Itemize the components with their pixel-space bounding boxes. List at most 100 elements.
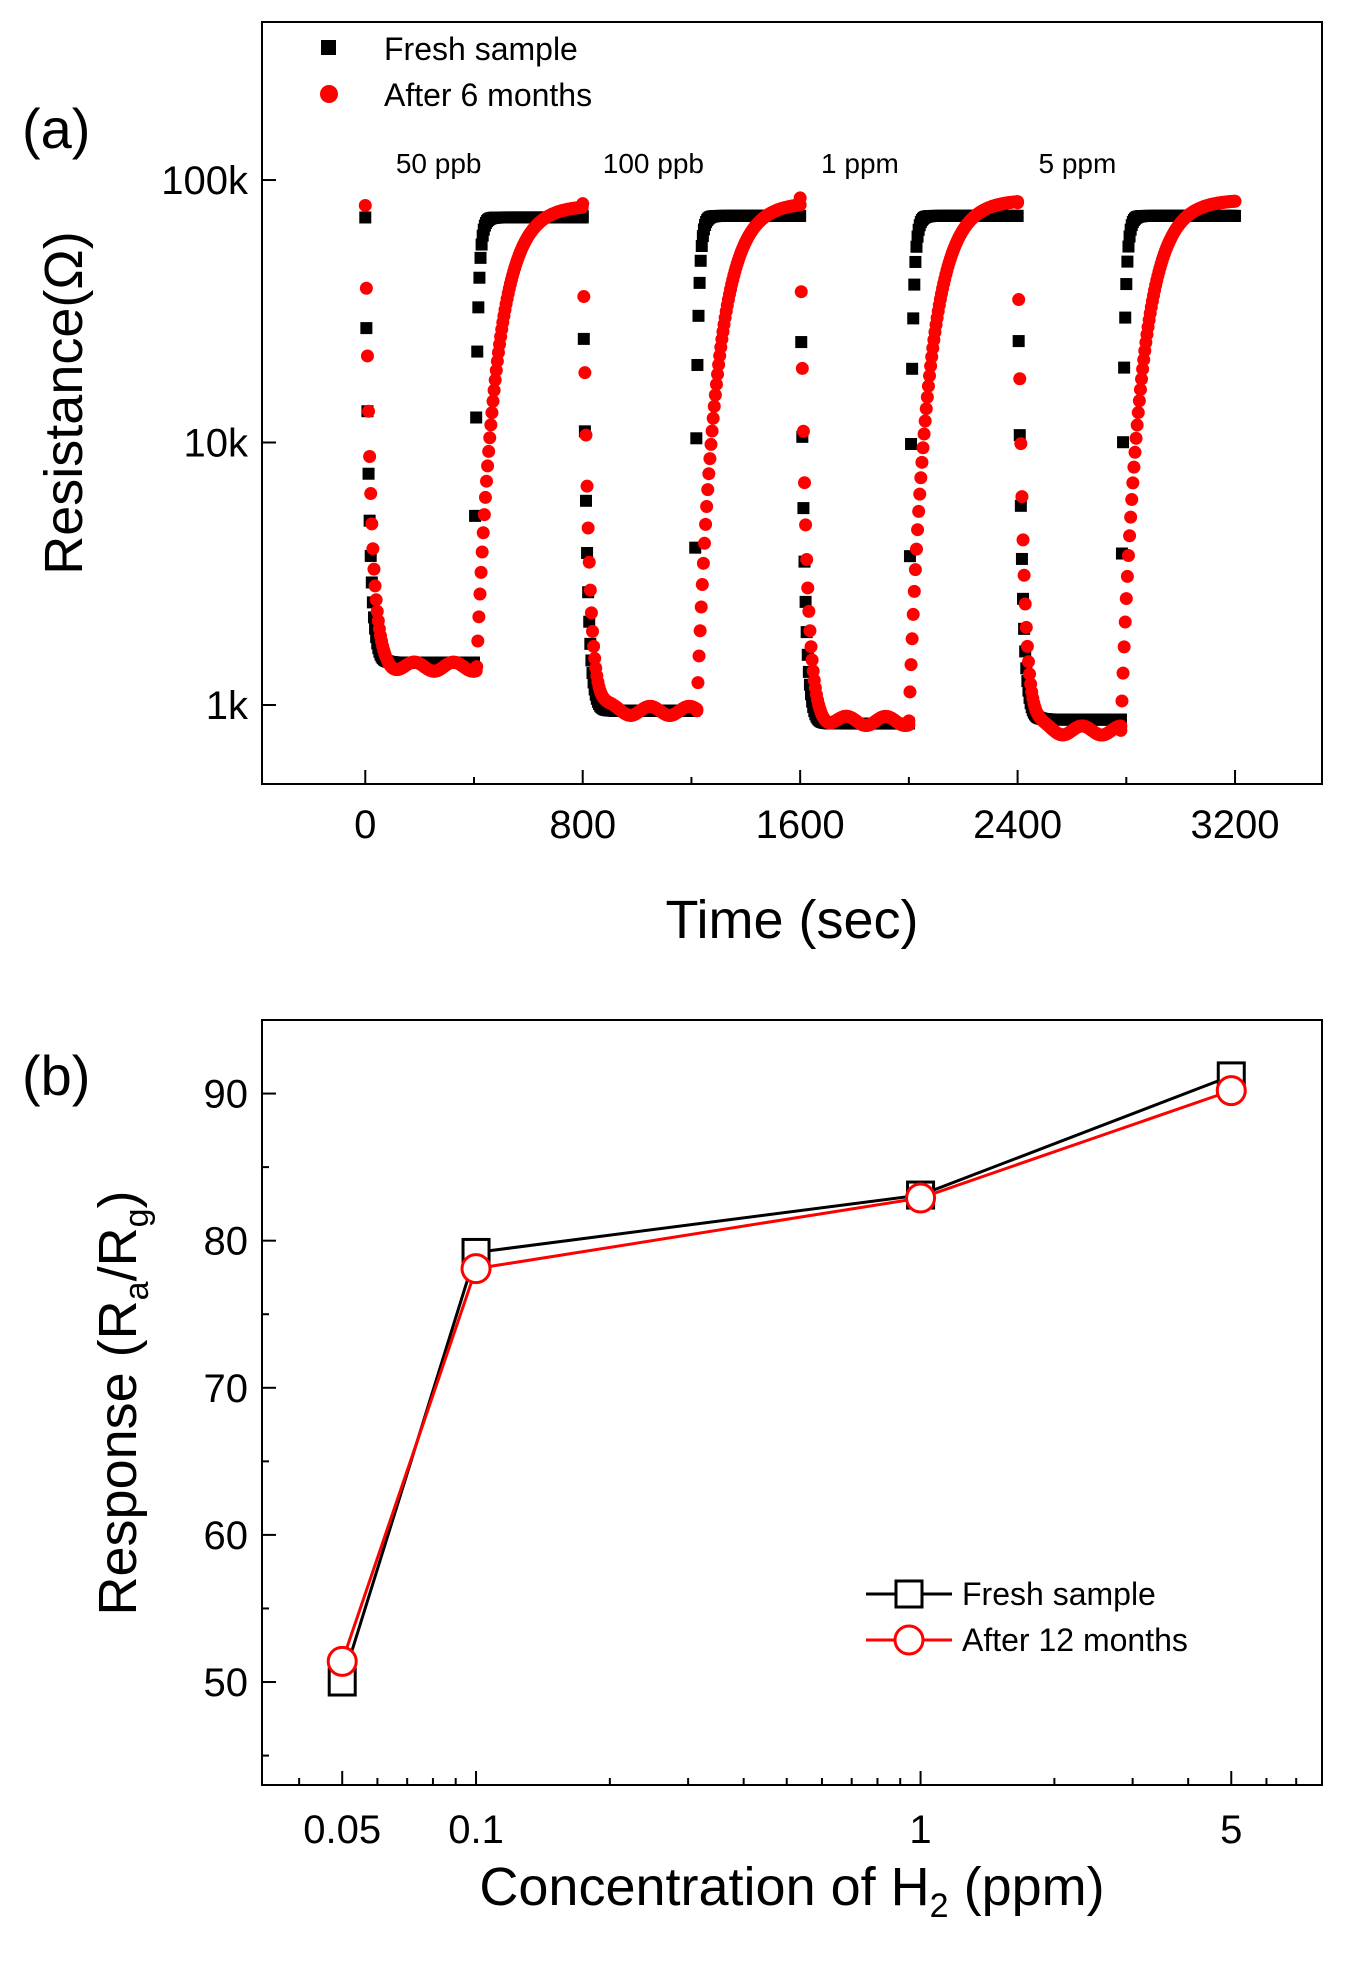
a-data-point-circle <box>701 483 715 497</box>
a-data-point-circle <box>709 377 723 391</box>
a-data-point-circle <box>704 437 718 451</box>
legend-a-aged-label: After 6 months <box>384 77 592 113</box>
a-data-point-circle <box>471 634 485 648</box>
a-data-point-circle <box>1115 694 1129 708</box>
a-data-point-square <box>1120 278 1133 291</box>
a-data-point-circle <box>1117 640 1131 654</box>
panel-a-resistance-chart: (a) Time (sec) Resistance(Ω) 0 800 1600 240… <box>22 21 1323 950</box>
a-data-point-square <box>909 255 922 268</box>
legend-b-aged-label: After 12 months <box>962 1622 1188 1658</box>
a-data-point-circle <box>588 651 602 665</box>
a-data-point-circle <box>920 390 934 404</box>
a-data-point-square <box>577 332 590 345</box>
a-data-point-circle <box>904 658 918 672</box>
a-data-point-circle <box>1011 196 1025 210</box>
a-data-point-circle <box>801 581 815 595</box>
a-data-point-circle <box>579 428 593 442</box>
a-data-point-circle <box>488 373 502 387</box>
a-data-point-square <box>1012 335 1025 348</box>
a-data-point-circle <box>366 542 380 556</box>
a-data-point-square <box>1014 499 1027 512</box>
b-y-tick-label: 80 <box>204 1220 249 1264</box>
a-data-point-circle <box>908 563 922 577</box>
a-data-point-circle <box>1015 490 1029 504</box>
b-y-tick-label: 90 <box>204 1073 249 1117</box>
a-data-point-circle <box>1133 383 1147 397</box>
a-data-point-circle <box>1120 569 1134 583</box>
a-concentration-annotation: 5 ppm <box>1038 148 1116 179</box>
a-data-point-square <box>1020 662 1033 675</box>
legend-b-fresh-marker <box>894 1579 924 1609</box>
a-data-point-circle <box>799 518 813 532</box>
a-data-point-circle <box>1129 431 1143 445</box>
a-x-tick-label: 2400 <box>973 803 1062 847</box>
panel-b-label: (b) <box>22 1044 90 1107</box>
a-data-point-circle <box>476 526 490 540</box>
legend-a-fresh-marker <box>321 40 336 55</box>
a-data-point-circle <box>699 517 713 531</box>
a-data-point-square <box>692 309 705 322</box>
b-data-point-circle <box>1215 1075 1247 1107</box>
a-y-tick-label: 10k <box>184 422 249 466</box>
legend-a-aged-marker <box>320 85 338 103</box>
a-data-point-square <box>1121 255 1134 268</box>
a-concentration-annotation: 100 ppb <box>603 148 704 179</box>
a-data-point-square <box>906 362 919 375</box>
a-data-point-circle <box>1123 529 1137 543</box>
a-data-point-circle <box>906 607 920 621</box>
a-data-point-circle <box>902 714 916 728</box>
a-data-point-circle <box>360 349 374 363</box>
a-data-point-circle <box>1126 476 1140 490</box>
b-data-point-circle <box>460 1253 492 1285</box>
a-data-point-square <box>1015 552 1028 565</box>
a-concentration-annotation: 50 ppb <box>396 148 482 179</box>
a-data-point-circle <box>1128 445 1142 459</box>
a-x-tick-label: 800 <box>549 803 616 847</box>
a-data-point-circle <box>581 521 595 535</box>
panel-b-plot-frame <box>261 1019 1323 1786</box>
a-data-point-circle <box>1021 655 1035 669</box>
a-data-point-circle <box>487 383 501 397</box>
a-data-point-circle <box>475 545 489 559</box>
a-data-point-circle <box>796 424 810 438</box>
a-data-point-square <box>693 276 706 289</box>
a-data-point-square <box>1011 209 1024 222</box>
a-data-point-circle <box>802 604 816 618</box>
a-data-point-square <box>1117 436 1130 449</box>
a-data-point-circle <box>793 191 807 205</box>
a-data-point-circle <box>473 587 487 601</box>
a-data-point-square <box>362 467 375 480</box>
a-data-point-circle <box>1119 592 1133 606</box>
a-data-point-square <box>472 301 485 314</box>
a-data-point-circle <box>907 584 921 598</box>
a-data-point-circle <box>696 556 710 570</box>
a-data-point-circle <box>711 367 725 381</box>
a-data-point-circle <box>584 606 598 620</box>
a-data-point-circle <box>587 639 601 653</box>
a-data-point-circle <box>803 624 817 638</box>
a-y-tick-label: 1k <box>206 684 249 728</box>
a-data-point-circle <box>365 517 379 531</box>
a-data-point-circle <box>1016 533 1030 547</box>
b-x-tick-label: 0.05 <box>303 1808 381 1852</box>
a-data-point-circle <box>1017 568 1031 582</box>
a-data-point-circle <box>903 685 917 699</box>
a-data-point-circle <box>909 542 923 556</box>
a-data-point-circle <box>358 198 372 212</box>
a-data-point-circle <box>919 402 933 416</box>
b-x-tick-label: 1 <box>909 1808 931 1852</box>
a-data-point-square <box>579 494 592 507</box>
a-data-point-circle <box>914 471 928 485</box>
panel-b-series <box>326 1061 1247 1697</box>
panel-a-x-axis-label: Time (sec) <box>666 890 919 950</box>
a-data-point-circle <box>582 555 596 569</box>
panel-a-y-axis-label: Resistance(Ω) <box>34 231 94 574</box>
a-data-point-circle <box>364 487 378 501</box>
a-data-point-circle <box>583 583 597 597</box>
a-data-point-circle <box>1131 406 1145 420</box>
a-data-point-circle <box>1228 194 1242 208</box>
a-data-point-circle <box>484 418 498 432</box>
a-data-point-circle <box>1023 667 1037 681</box>
a-data-point-circle <box>1020 639 1034 653</box>
b-y-tick-label: 60 <box>204 1514 249 1558</box>
